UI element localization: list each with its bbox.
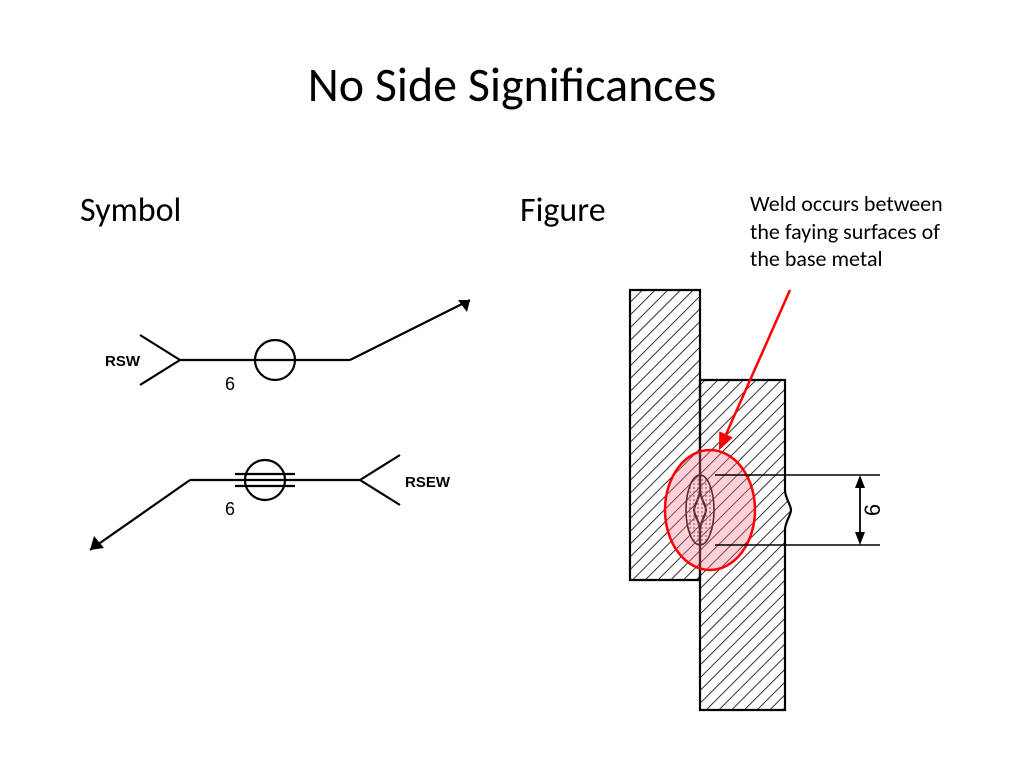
page-title: No Side Significances: [0, 55, 1024, 114]
rsw-dim-label: 6: [225, 374, 235, 394]
figure-dim-label: 6: [860, 504, 885, 516]
slide: No Side Significances Symbol Figure Weld…: [0, 0, 1024, 768]
symbol-rsw: RSW 6: [105, 300, 470, 394]
column-heading-figure: Figure: [520, 190, 606, 231]
symbols-diagram: RSW 6 RSEW 6: [70, 290, 490, 570]
weld-annotation: Weld occurs between the faying surfaces …: [750, 190, 970, 273]
rsew-dim-label: 6: [225, 499, 235, 519]
figure-diagram: 6: [560, 270, 980, 740]
column-heading-symbol: Symbol: [80, 190, 181, 231]
rsw-process-label: RSW: [105, 353, 141, 370]
highlight-ellipse: [665, 450, 755, 570]
symbol-rsew: RSEW 6: [90, 455, 451, 550]
rsew-process-label: RSEW: [405, 474, 451, 491]
